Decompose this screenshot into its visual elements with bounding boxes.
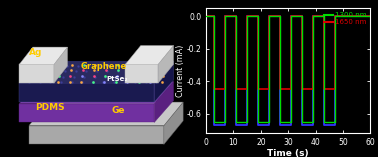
Polygon shape [154, 61, 174, 102]
Text: Ge: Ge [112, 106, 125, 115]
Polygon shape [125, 46, 174, 64]
Text: PtSe₂: PtSe₂ [106, 76, 127, 82]
Text: PDMS: PDMS [35, 103, 64, 112]
X-axis label: Time (s): Time (s) [267, 149, 309, 157]
Polygon shape [19, 64, 54, 83]
Polygon shape [29, 102, 183, 126]
Y-axis label: Current (mA): Current (mA) [176, 44, 185, 97]
Polygon shape [158, 46, 174, 83]
Polygon shape [164, 102, 183, 144]
Legend: 1300 nm, 1650 nm: 1300 nm, 1650 nm [324, 11, 367, 26]
Polygon shape [19, 82, 174, 104]
Polygon shape [54, 47, 68, 83]
Polygon shape [29, 126, 164, 144]
Polygon shape [19, 61, 174, 83]
Polygon shape [19, 83, 154, 102]
Polygon shape [125, 64, 158, 83]
Polygon shape [19, 47, 68, 64]
Polygon shape [154, 82, 174, 122]
Polygon shape [19, 104, 154, 122]
Text: Graphene: Graphene [81, 62, 127, 71]
Text: Ag: Ag [29, 48, 42, 57]
